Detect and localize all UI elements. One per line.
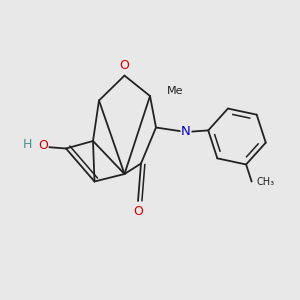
Text: O: O [120, 59, 129, 72]
Text: Me: Me [167, 85, 183, 96]
Text: O: O [133, 205, 143, 218]
Text: CH₃: CH₃ [256, 177, 274, 187]
Text: N: N [181, 125, 191, 139]
Text: H: H [23, 138, 32, 151]
Text: O: O [38, 139, 48, 152]
